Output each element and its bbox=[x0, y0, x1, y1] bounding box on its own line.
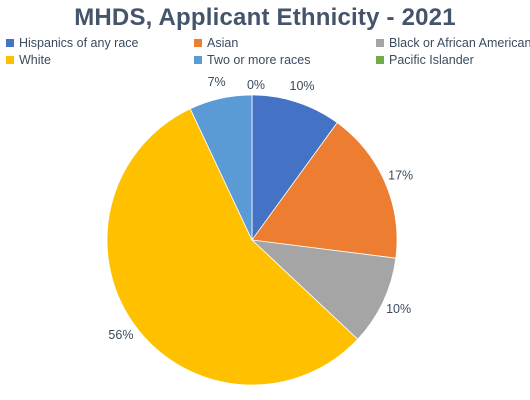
legend-item-two-or-more: Two or more races bbox=[194, 53, 311, 67]
pie-labels: 10% 17% 10% 56% 7% 0% bbox=[108, 75, 413, 342]
chart-title: MHDS, Applicant Ethnicity - 2021 bbox=[74, 4, 456, 31]
pie-slice-hispanics bbox=[251, 94, 338, 242]
legend-swatch bbox=[376, 39, 384, 47]
legend-item-asian: Asian bbox=[194, 36, 238, 50]
pie-slice-white bbox=[106, 108, 359, 386]
legend-item-black: Black or African American bbox=[376, 36, 530, 50]
legend-swatch bbox=[6, 56, 14, 64]
legend-label: Black or African American bbox=[389, 36, 530, 50]
legend: Hispanics of any race Asian Black or Afr… bbox=[6, 36, 530, 72]
data-label-black: 10% bbox=[386, 302, 411, 316]
data-label-asian: 17% bbox=[388, 169, 413, 183]
legend-label: Asian bbox=[207, 36, 239, 50]
legend-swatch bbox=[194, 39, 202, 47]
legend-label: Pacific Islander bbox=[389, 53, 474, 67]
pie-slice-asian bbox=[251, 122, 398, 259]
data-label-white: 56% bbox=[108, 328, 133, 342]
legend-swatch bbox=[194, 56, 202, 64]
legend-item-pacific: Pacific Islander bbox=[376, 53, 474, 67]
pie-slices bbox=[106, 94, 398, 386]
legend-label: Two or more races bbox=[207, 53, 311, 67]
pie-slice-black bbox=[250, 239, 397, 340]
data-label-pacific: 0% bbox=[247, 78, 265, 92]
data-label-two-or-more: 7% bbox=[208, 75, 226, 89]
pie-slice-two-or-more bbox=[189, 94, 253, 241]
legend-label: White bbox=[19, 53, 51, 67]
legend-swatch bbox=[376, 56, 384, 64]
legend-swatch bbox=[6, 39, 14, 47]
data-label-hispanics: 10% bbox=[290, 79, 315, 93]
legend-item-white: White bbox=[6, 53, 51, 67]
legend-label: Hispanics of any race bbox=[19, 36, 139, 50]
legend-item-hispanics: Hispanics of any race bbox=[6, 36, 139, 50]
